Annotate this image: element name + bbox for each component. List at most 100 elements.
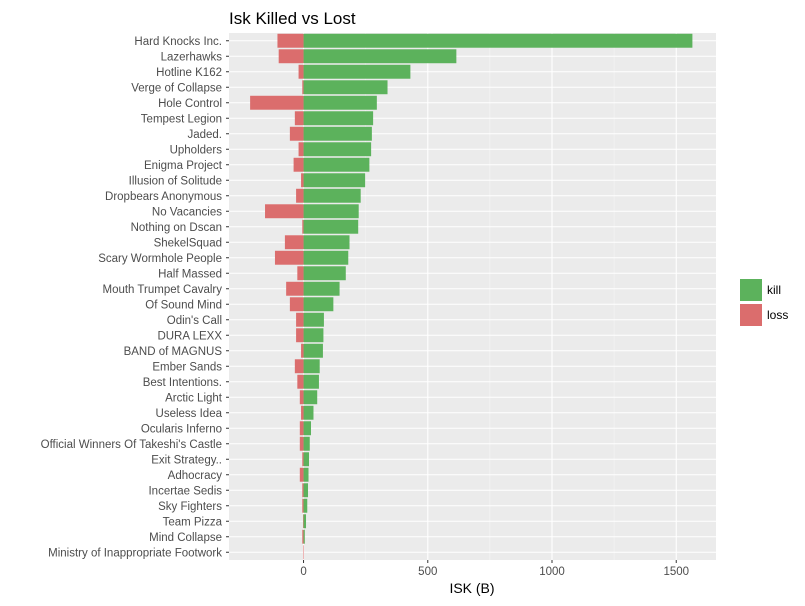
loss-bar — [296, 188, 304, 203]
loss-bar — [302, 452, 304, 467]
kill-bar — [303, 328, 324, 343]
loss-bar — [277, 33, 304, 48]
y-tick-label: DURA LEXX — [157, 330, 222, 342]
loss-bar — [302, 529, 304, 544]
loss-bar — [250, 95, 304, 110]
loss-bar — [301, 343, 304, 358]
kill-bar — [303, 64, 411, 79]
loss-bar — [299, 436, 304, 451]
x-axis: 0 500 1000 1500 — [300, 560, 689, 578]
y-tick-label: Illusion of Solitude — [129, 175, 222, 187]
loss-bar — [302, 498, 304, 513]
loss-bar — [302, 483, 304, 498]
loss-bar — [298, 142, 304, 157]
kill-bar — [303, 297, 334, 312]
kill-bar — [303, 452, 310, 467]
y-tick-label: Ocularis Inferno — [141, 423, 222, 435]
y-tick-label: Best Intentions. — [143, 377, 222, 389]
loss-bar — [297, 266, 304, 281]
y-tick-label: Dropbears Anonymous — [105, 191, 222, 203]
kill-bar — [303, 173, 366, 188]
kill-bar — [303, 343, 323, 358]
loss-bar — [294, 111, 304, 126]
y-tick-label: Exit Strategy.. — [151, 454, 222, 466]
kill-bar — [303, 219, 359, 234]
loss-bar — [301, 405, 304, 420]
kill-bar — [303, 49, 457, 64]
y-tick-label: Arctic Light — [165, 392, 223, 404]
kill-bar — [303, 421, 311, 436]
kill-bar — [303, 312, 324, 327]
kill-bar — [303, 204, 359, 219]
loss-bar — [289, 126, 304, 141]
kill-bar — [303, 281, 340, 296]
loss-bar — [302, 80, 304, 95]
kill-bar — [303, 157, 370, 172]
loss-bar — [299, 467, 304, 482]
loss-bar — [286, 281, 304, 296]
chart-title: Isk Killed vs Lost — [229, 9, 356, 28]
legend-label-loss: loss — [767, 308, 788, 322]
kill-bar — [303, 359, 320, 374]
y-tick-label: Mind Collapse — [149, 532, 222, 544]
kill-bar — [303, 142, 372, 157]
kill-bar — [303, 436, 310, 451]
y-tick-label: ShekelSquad — [154, 237, 222, 249]
kill-bar — [303, 250, 349, 265]
loss-bar — [274, 250, 304, 265]
kill-bar — [303, 514, 307, 529]
y-tick-label: Scary Wormhole People — [98, 253, 222, 265]
x-tick-label: 500 — [418, 566, 437, 578]
y-tick-label: Tempest Legion — [141, 113, 222, 125]
y-tick-label: Enigma Project — [144, 160, 223, 172]
loss-bar — [296, 328, 304, 343]
kill-bar — [303, 33, 693, 48]
loss-bar — [302, 219, 304, 234]
kill-bar — [303, 126, 372, 141]
kill-bar — [303, 111, 374, 126]
kill-bar — [303, 188, 361, 203]
y-tick-label: Mouth Trumpet Cavalry — [102, 284, 222, 296]
y-tick-label: Adhocracy — [168, 470, 223, 482]
y-tick-label: Hard Knocks Inc. — [134, 36, 222, 48]
loss-bar — [289, 297, 304, 312]
y-tick-label: Hotline K162 — [156, 67, 222, 79]
loss-bar — [293, 157, 304, 172]
kill-bar — [303, 235, 350, 250]
legend-key-loss — [740, 304, 762, 326]
kill-bar — [303, 529, 305, 544]
y-tick-label: Ministry of Inappropriate Footwork — [48, 547, 222, 559]
loss-bar — [296, 312, 304, 327]
legend-label-kill: kill — [767, 283, 781, 297]
loss-bar — [294, 359, 304, 374]
y-tick-label: Hole Control — [158, 98, 222, 110]
y-tick-label: Ember Sands — [152, 361, 222, 373]
bars — [250, 33, 693, 560]
loss-bar — [301, 173, 304, 188]
legend-key-kill — [740, 279, 762, 301]
kill-bar — [303, 467, 309, 482]
kill-bar — [303, 390, 318, 405]
y-tick-label: Verge of Collapse — [131, 82, 222, 94]
kill-bar — [303, 483, 309, 498]
y-tick-label: Nothing on Dscan — [131, 222, 222, 234]
y-tick-label: Half Massed — [158, 268, 222, 280]
kill-bar — [303, 405, 314, 420]
y-tick-label: No Vacancies — [152, 206, 222, 218]
y-tick-label: Team Pizza — [163, 516, 223, 528]
kill-bar — [303, 498, 308, 513]
y-tick-label: Lazerhawks — [161, 51, 223, 63]
x-tick-label: 1500 — [663, 566, 689, 578]
loss-bar — [298, 64, 304, 79]
y-tick-label: Jaded. — [187, 129, 222, 141]
y-tick-label: Useless Idea — [156, 408, 223, 420]
legend: kill loss — [740, 279, 788, 326]
y-tick-label: Upholders — [170, 144, 223, 156]
y-axis: Hard Knocks Inc. Lazerhawks Hotline K162 Ve… — [41, 36, 229, 559]
y-tick-label: Of Sound Mind — [145, 299, 222, 311]
y-tick-label: BAND of MAGNUS — [124, 346, 223, 358]
y-tick-label: Official Winners Of Takeshi's Castle — [41, 439, 222, 451]
loss-bar — [278, 49, 304, 64]
loss-bar — [297, 374, 304, 389]
